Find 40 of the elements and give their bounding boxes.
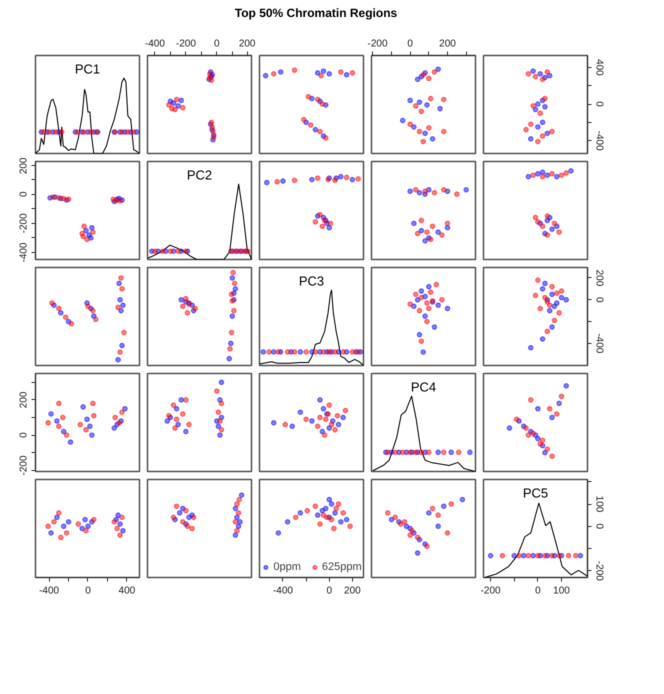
- x-tick-label: -400: [272, 586, 294, 597]
- text: PC1: [74, 62, 100, 77]
- text: PC2: [186, 168, 212, 183]
- y-tick-label: 0: [18, 191, 30, 198]
- x-tick-label: -200: [176, 38, 196, 50]
- y-tick-label: 0: [18, 432, 30, 438]
- x-tick-label: 0: [326, 586, 332, 597]
- x-tick-label: -400: [144, 38, 166, 50]
- annotation: PC5: [522, 486, 548, 501]
- x-tick-label: -200: [368, 38, 388, 50]
- x-tick-label: 0: [214, 38, 220, 50]
- legend-label: 625ppm: [322, 561, 362, 574]
- text: PC4: [410, 380, 436, 395]
- y-tick-label: 0: [594, 297, 604, 304]
- x-tick-label: 100: [553, 586, 570, 597]
- y-tick-label: -200: [18, 213, 30, 234]
- x-tick-label: 400: [118, 586, 136, 597]
- y-tick-label: 100: [594, 496, 604, 513]
- y-tick-label: -400: [594, 334, 604, 354]
- x-tick-label: 200: [238, 38, 256, 50]
- x-tick-label: 0: [85, 586, 92, 597]
- y-tick-label: -400: [594, 130, 604, 152]
- y-tick-label: 200: [18, 157, 30, 174]
- legend-label: 0ppm: [273, 561, 301, 574]
- y-tick-label: -200: [594, 560, 604, 582]
- y-tick-label: 400: [594, 59, 604, 76]
- chart-title: Top 50% Chromatin Regions: [234, 5, 398, 22]
- x-tick-label: 0: [407, 38, 414, 50]
- y-tick-label: 200: [18, 391, 30, 408]
- y-tick-label: -200: [18, 455, 30, 476]
- x-tick-label: 200: [439, 38, 456, 50]
- x-tick-label: -200: [480, 586, 502, 597]
- y-tick-label: 0: [594, 101, 604, 108]
- y-tick-label: 0: [594, 524, 604, 530]
- y-tick-label: -400: [18, 242, 30, 263]
- x-tick-label: 200: [344, 586, 362, 597]
- y-tick-label: 200: [594, 270, 604, 287]
- x-tick-label: -400: [39, 586, 60, 597]
- text: PC3: [298, 274, 324, 289]
- x-tick-label: 0: [535, 586, 542, 597]
